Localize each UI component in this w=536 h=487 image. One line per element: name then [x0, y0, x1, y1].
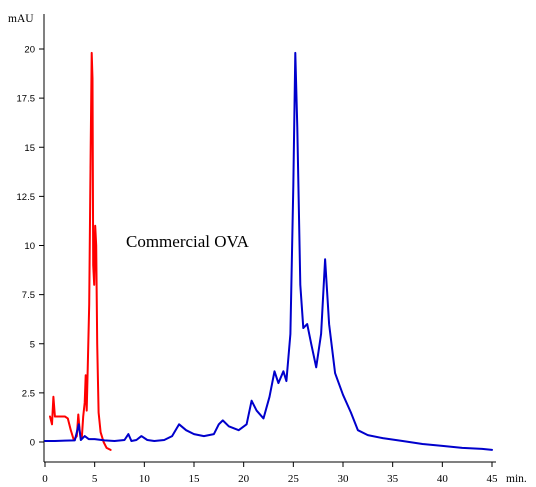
- y-tick-label: 15: [24, 143, 35, 154]
- y-tick-label: 10: [24, 241, 35, 252]
- series-layer: [44, 51, 493, 451]
- x-tick-label: 0: [42, 473, 48, 485]
- y-tick-label: 12.5: [17, 192, 36, 203]
- series-annotation: Commercial OVA: [126, 232, 250, 251]
- series-line-1: [44, 51, 493, 451]
- x-tick-label: 20: [238, 473, 250, 485]
- y-tick-label: 17.5: [17, 94, 36, 105]
- x-tick-label: 25: [288, 473, 300, 485]
- y-tick-label: 0: [30, 438, 35, 449]
- y-axis-label: mAU: [8, 13, 34, 25]
- y-ticks: 0 2.5 5 7.5 10 12.5 15 17.5 20: [17, 45, 44, 449]
- y-tick-label: 7.5: [22, 290, 35, 301]
- x-ticks: 0 5 10 15 20 25 30 35 40 45: [42, 462, 498, 485]
- x-tick-label: 45: [487, 473, 499, 485]
- x-tick-label: 30: [338, 473, 350, 485]
- x-tick-label: 40: [437, 473, 449, 485]
- x-tick-label: 15: [189, 473, 201, 485]
- y-tick-label: 2.5: [22, 388, 35, 399]
- x-tick-label: 10: [139, 473, 151, 485]
- y-tick-label: 5: [30, 339, 35, 350]
- series-line-0: [49, 51, 112, 451]
- x-tick-label: 5: [92, 473, 98, 485]
- x-tick-label: 35: [387, 473, 399, 485]
- x-axis-label: min.: [506, 473, 527, 485]
- y-tick-label: 20: [24, 45, 35, 56]
